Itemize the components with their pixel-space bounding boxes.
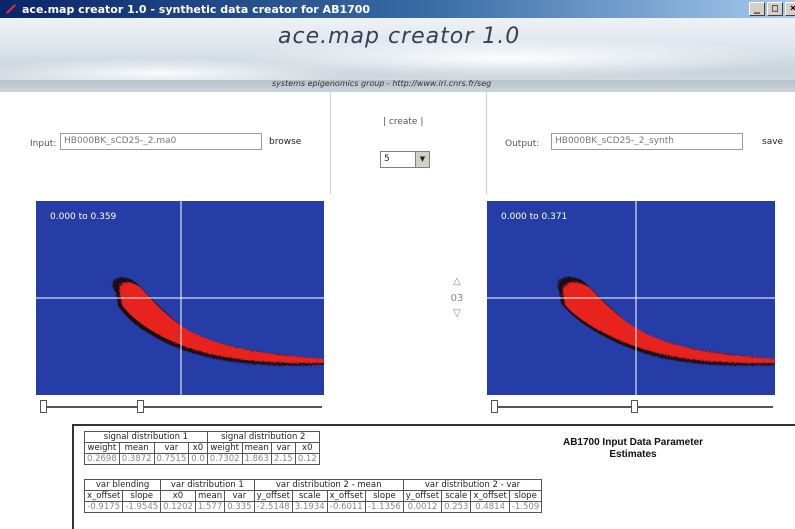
- value-cell: -2.5148: [253, 501, 293, 513]
- table-group-row: var blending var distribution 1 var distri…: [83, 479, 543, 491]
- column-header-cell: weight: [206, 442, 243, 454]
- density-core: [119, 282, 324, 364]
- input-density-plot: 0.000 to 0.359: [36, 201, 324, 395]
- save-button[interactable]: save: [762, 137, 784, 147]
- table-value-row: -0.9175 -1.9545 0.1202 1.577 0.335 -2.5148 3.1…: [83, 501, 543, 513]
- density-core: [562, 282, 775, 364]
- value-cell: 1.577: [194, 501, 226, 513]
- create-button[interactable]: | create |: [383, 117, 424, 127]
- column-header-cell: scale: [441, 490, 472, 502]
- value-cell: 0.335: [224, 501, 255, 513]
- value-cell: 0.0012: [402, 501, 443, 513]
- app-title: ace.map creator 1.0: [278, 24, 521, 49]
- input-label: Input:: [30, 139, 57, 149]
- column-header-cell: var: [270, 442, 296, 454]
- parameter-heading: AB1700 Input Data Parameter Estimates: [562, 437, 704, 460]
- input-density-graphic: [36, 201, 324, 395]
- column-header-cell: x_offset: [83, 490, 124, 502]
- group-header-cell: var distribution 2 - var: [402, 479, 543, 491]
- output-slider-max-handle[interactable]: [631, 400, 638, 413]
- column-header-cell: x0: [160, 490, 196, 502]
- column-header-cell: weight: [84, 442, 120, 454]
- table-header-row: x_offset slope x0 mean var y_offset scale x_off…: [83, 490, 543, 502]
- chevron-down-icon[interactable]: ▼: [415, 152, 429, 167]
- window-controls: _ □ ×: [747, 2, 795, 16]
- value-cell: 0.12: [294, 453, 320, 465]
- output-density-plot: 0.000 to 0.371: [487, 201, 775, 395]
- input-slider-min-handle[interactable]: [40, 400, 47, 413]
- variance-distribution-table: var blending var distribution 1 var distri…: [83, 479, 543, 513]
- output-slider-min-handle[interactable]: [491, 400, 498, 413]
- column-header-cell: x0: [294, 442, 320, 454]
- group-header-cell: var distribution 1: [160, 479, 255, 491]
- group-header-cell: signal distribution 1: [84, 431, 208, 443]
- minimize-button[interactable]: _: [749, 2, 765, 16]
- input-file-field[interactable]: HB000BK_sCD25-_2.ma0: [60, 133, 262, 150]
- column-header-cell: slope: [508, 490, 543, 502]
- output-range-label: 0.000 to 0.371: [501, 212, 568, 222]
- signal-distribution-table: signal distribution 1 signal distribution…: [84, 431, 320, 465]
- input-slider-track[interactable]: [40, 406, 322, 408]
- table-header-row: weight mean var x0 weight mean var x0: [84, 442, 320, 454]
- value-cell: 0.253: [441, 501, 472, 513]
- output-density-graphic: [487, 201, 775, 395]
- column-header-cell: slope: [364, 490, 404, 502]
- value-cell: 0.0: [188, 453, 208, 465]
- banner-subtitle: systems epigenomics group - http://www.i…: [272, 79, 492, 88]
- value-cell: -1.1356: [364, 501, 404, 513]
- group-header-cell: var blending: [83, 479, 162, 491]
- output-file-field[interactable]: HB000BK_sCD25-_2_synth: [551, 133, 743, 150]
- close-button[interactable]: ×: [785, 2, 795, 16]
- plane-count-select[interactable]: 5 ▼: [380, 151, 430, 168]
- column-header-cell: mean: [241, 442, 272, 454]
- value-cell: 0.2698: [84, 453, 120, 465]
- value-cell: -1.509: [508, 501, 543, 513]
- divider-right: [486, 92, 487, 194]
- column-header-cell: x0: [188, 442, 208, 454]
- window-title: ace.map creator 1.0 - synthetic data cre…: [22, 2, 371, 16]
- value-cell: -1.9545: [122, 501, 162, 513]
- plane-down-icon[interactable]: ▽: [453, 308, 461, 319]
- value-cell: 0.1202: [160, 501, 196, 513]
- column-header-cell: x_offset: [326, 490, 366, 502]
- browse-button[interactable]: browse: [269, 137, 302, 147]
- input-slider-max-handle[interactable]: [137, 400, 144, 413]
- output-label: Output:: [505, 139, 540, 149]
- divider-left: [330, 92, 331, 194]
- plane-number: 03: [450, 293, 464, 304]
- column-header-cell: scale: [291, 490, 328, 502]
- plane-count-value: 5: [384, 154, 390, 164]
- plane-up-icon[interactable]: △: [453, 276, 461, 287]
- value-cell: -0.9175: [83, 501, 124, 513]
- value-cell: 3.1934: [291, 501, 328, 513]
- value-cell: 0.7515: [153, 453, 190, 465]
- value-cell: 0.4814: [470, 501, 510, 513]
- value-cell: 0.7302: [206, 453, 243, 465]
- column-header-cell: var: [224, 490, 255, 502]
- header-banner: ace.map creator 1.0 systems epigenomics …: [0, 18, 795, 92]
- value-cell: 0.3872: [118, 453, 155, 465]
- column-header-cell: x_offset: [470, 490, 510, 502]
- title-bar: ace.map creator 1.0 - synthetic data cre…: [0, 0, 795, 18]
- column-header-cell: var: [153, 442, 190, 454]
- column-header-cell: y_offset: [402, 490, 443, 502]
- maximize-button[interactable]: □: [767, 2, 783, 16]
- banner-strip: [0, 80, 795, 92]
- app-icon: [2, 1, 18, 17]
- column-header-cell: y_offset: [253, 490, 293, 502]
- column-header-cell: mean: [194, 490, 226, 502]
- column-header-cell: slope: [122, 490, 162, 502]
- table-group-row: signal distribution 1 signal distribution…: [84, 431, 320, 443]
- value-cell: 2.15: [270, 453, 296, 465]
- group-header-cell: signal distribution 2: [206, 431, 320, 443]
- table-value-row: 0.2698 0.3872 0.7515 0.0 0.7302 1.863 2.15 0.12: [84, 453, 320, 465]
- group-header-cell: var distribution 2 - mean: [253, 479, 404, 491]
- value-cell: -0.6011: [326, 501, 366, 513]
- input-range-label: 0.000 to 0.359: [50, 212, 117, 222]
- column-header-cell: mean: [118, 442, 155, 454]
- value-cell: 1.863: [241, 453, 272, 465]
